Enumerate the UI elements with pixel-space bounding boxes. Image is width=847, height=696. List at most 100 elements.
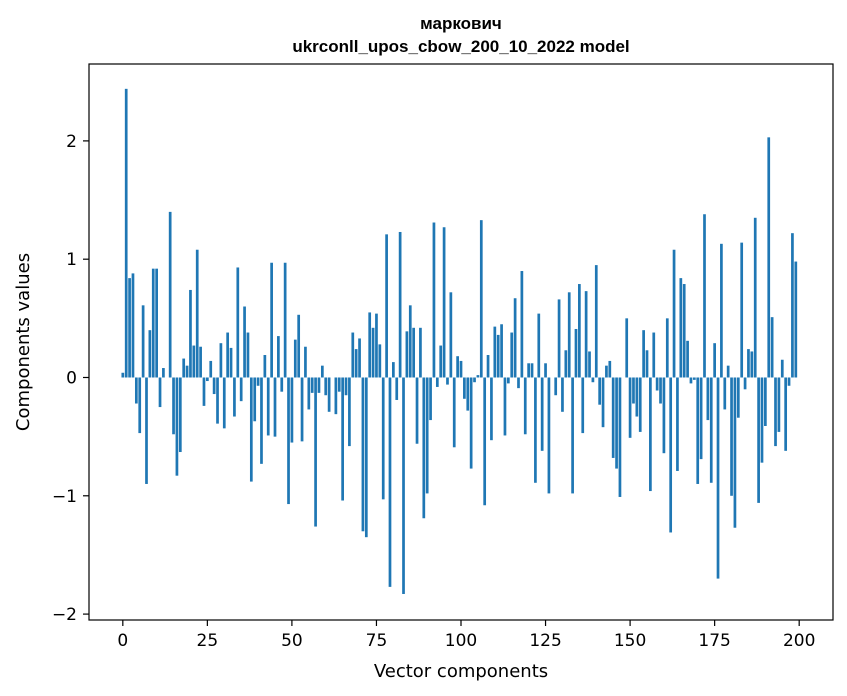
bar-159 bbox=[659, 377, 662, 404]
bar-6 bbox=[141, 305, 145, 378]
bar-106 bbox=[479, 220, 483, 378]
bar-12 bbox=[162, 368, 165, 378]
bar-52 bbox=[297, 314, 301, 378]
bar-118 bbox=[520, 271, 524, 378]
bar-29 bbox=[219, 343, 223, 378]
bar-115 bbox=[510, 332, 514, 378]
bar-65 bbox=[341, 377, 344, 501]
bar-90 bbox=[425, 377, 429, 494]
bar-165 bbox=[679, 278, 683, 378]
bar-30 bbox=[222, 377, 226, 429]
bar-70 bbox=[358, 338, 361, 378]
bar-104 bbox=[473, 377, 476, 383]
bar-88 bbox=[419, 327, 422, 378]
bar-97 bbox=[449, 292, 453, 378]
bar-147 bbox=[618, 377, 622, 497]
bar-55 bbox=[307, 377, 311, 410]
bar-128 bbox=[554, 377, 558, 396]
y-axis-ticks: −2 −1 0 1 2 bbox=[52, 132, 89, 625]
bar-33 bbox=[233, 377, 236, 417]
bar-22 bbox=[195, 249, 199, 378]
bar-2 bbox=[128, 278, 131, 378]
bar-199 bbox=[794, 261, 798, 378]
bar-108 bbox=[486, 355, 490, 378]
bar-79 bbox=[388, 377, 392, 587]
bar-26 bbox=[209, 360, 213, 378]
bar-182 bbox=[736, 377, 740, 418]
bar-125 bbox=[544, 363, 547, 378]
x-tick-label: 175 bbox=[698, 631, 730, 651]
bar-160 bbox=[662, 377, 666, 454]
bar-132 bbox=[567, 292, 571, 378]
bar-51 bbox=[293, 339, 297, 378]
bar-162 bbox=[669, 377, 673, 533]
bar-103 bbox=[469, 377, 473, 469]
x-axis-ticks: 0 25 50 75 100 125 150 175 200 bbox=[117, 620, 815, 651]
bar-32 bbox=[229, 347, 233, 378]
bar-59 bbox=[320, 365, 324, 378]
bar-144 bbox=[608, 360, 612, 378]
bar-40 bbox=[256, 377, 260, 386]
bar-184 bbox=[743, 377, 747, 390]
bar-80 bbox=[392, 362, 395, 378]
bar-154 bbox=[642, 330, 645, 378]
bar-48 bbox=[283, 262, 287, 378]
bar-76 bbox=[378, 344, 382, 378]
bar-77 bbox=[381, 377, 385, 500]
x-axis-label: Vector components bbox=[374, 661, 548, 682]
bar-15 bbox=[172, 377, 175, 435]
bar-89 bbox=[422, 377, 426, 519]
bar-133 bbox=[571, 377, 574, 494]
bar-71 bbox=[361, 377, 365, 532]
bar-101 bbox=[463, 377, 466, 399]
bar-135 bbox=[578, 284, 581, 378]
bar-109 bbox=[490, 377, 493, 441]
bar-190 bbox=[764, 377, 767, 426]
bars-group bbox=[121, 88, 798, 594]
bar-151 bbox=[632, 377, 635, 404]
bar-39 bbox=[253, 377, 257, 422]
bar-130 bbox=[561, 377, 564, 412]
bar-24 bbox=[202, 377, 206, 406]
bar-46 bbox=[277, 336, 280, 378]
bar-53 bbox=[300, 377, 304, 442]
y-axis-label: Components values bbox=[13, 253, 34, 431]
bar-82 bbox=[398, 231, 402, 378]
bar-92 bbox=[432, 222, 436, 378]
bar-83 bbox=[402, 377, 405, 594]
bar-7 bbox=[145, 377, 148, 484]
bar-49 bbox=[287, 377, 290, 505]
bar-120 bbox=[527, 363, 530, 378]
y-tick-label: −2 bbox=[52, 605, 77, 625]
bar-194 bbox=[777, 377, 781, 432]
bar-21 bbox=[192, 345, 196, 378]
bar-66 bbox=[344, 377, 348, 396]
bar-129 bbox=[557, 299, 561, 378]
y-tick-label: 0 bbox=[66, 368, 77, 388]
bar-8 bbox=[148, 330, 152, 378]
bar-152 bbox=[635, 377, 639, 417]
bar-99 bbox=[456, 356, 459, 378]
y-tick-label: −1 bbox=[52, 487, 77, 507]
bar-172 bbox=[703, 214, 706, 378]
bar-175 bbox=[713, 343, 716, 378]
bar-34 bbox=[236, 267, 240, 378]
bar-105 bbox=[476, 375, 480, 378]
bar-121 bbox=[530, 363, 534, 378]
bar-140 bbox=[594, 265, 598, 378]
bar-107 bbox=[483, 377, 487, 506]
bar-166 bbox=[682, 284, 686, 378]
bar-161 bbox=[665, 318, 669, 378]
bar-149 bbox=[625, 318, 629, 378]
x-tick-label: 50 bbox=[281, 631, 303, 651]
chart-title: маркович bbox=[420, 14, 502, 33]
bar-4 bbox=[134, 377, 138, 404]
bar-187 bbox=[753, 217, 757, 378]
bar-10 bbox=[155, 268, 158, 378]
bar-43 bbox=[266, 377, 270, 436]
bar-20 bbox=[189, 289, 192, 378]
bar-45 bbox=[273, 377, 277, 437]
bar-68 bbox=[351, 332, 355, 378]
bar-136 bbox=[581, 377, 585, 434]
